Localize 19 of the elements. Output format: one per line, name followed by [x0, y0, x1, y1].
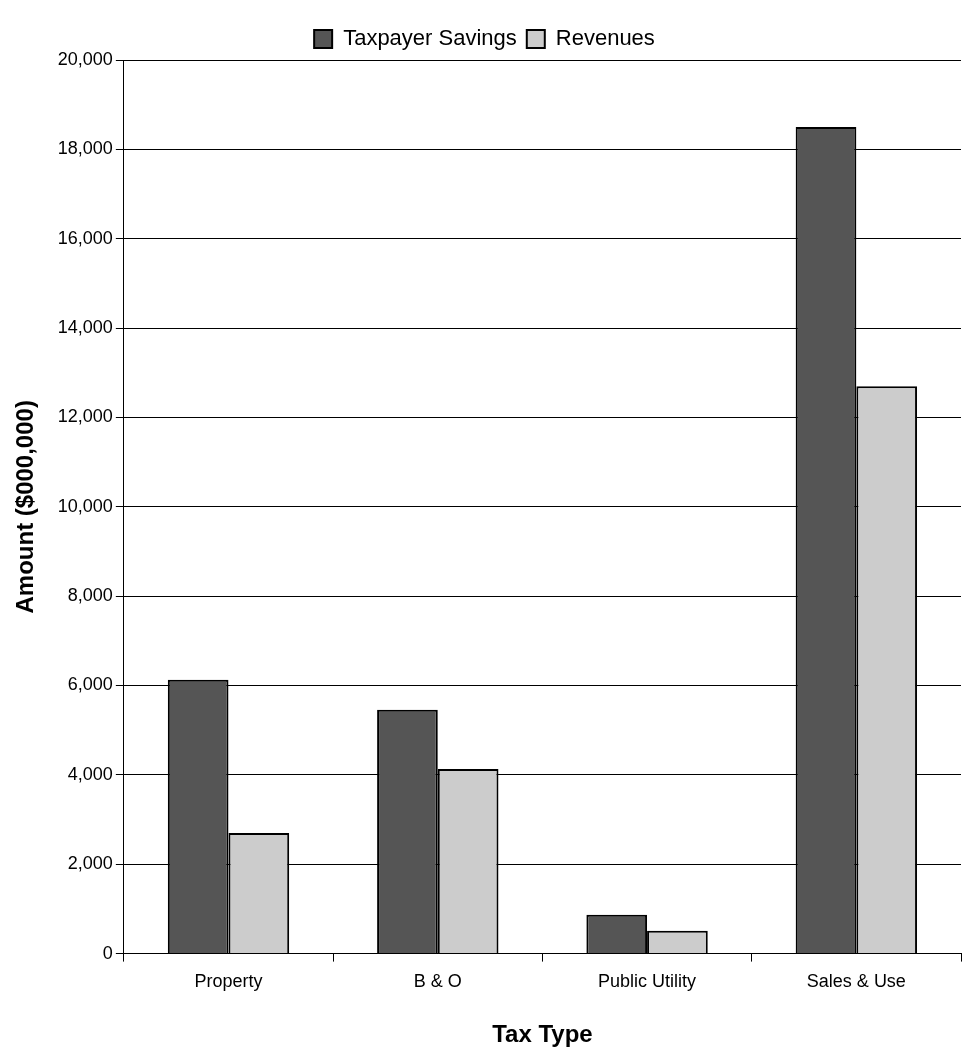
y-tick-label: 6,000 [67, 674, 113, 695]
legend-label: Taxpayer Savings [343, 25, 517, 51]
y-tick-label: 10,000 [57, 495, 113, 516]
y-tick-label: 2,000 [67, 853, 113, 874]
y-axis-title: Amount ($000,000) [11, 400, 39, 614]
y-tick-label: 4,000 [67, 763, 113, 784]
y-tick-label: 20,000 [57, 48, 113, 69]
x-tick-label: Property [194, 971, 263, 992]
x-tick-label: B & O [413, 971, 462, 992]
x-tick-label: Public Utility [598, 971, 697, 992]
legend-label: Revenues [555, 25, 655, 51]
y-tick-label: 16,000 [57, 227, 113, 248]
y-tick-label: 0 [102, 942, 113, 963]
y-tick-label: 12,000 [57, 406, 113, 427]
x-tick-label: Sales & Use [806, 971, 906, 992]
y-tick-label: 8,000 [67, 585, 113, 606]
y-tick-label: 18,000 [57, 138, 113, 159]
y-tick-label: 14,000 [57, 317, 113, 338]
x-axis-title: Tax Type [492, 1020, 593, 1048]
